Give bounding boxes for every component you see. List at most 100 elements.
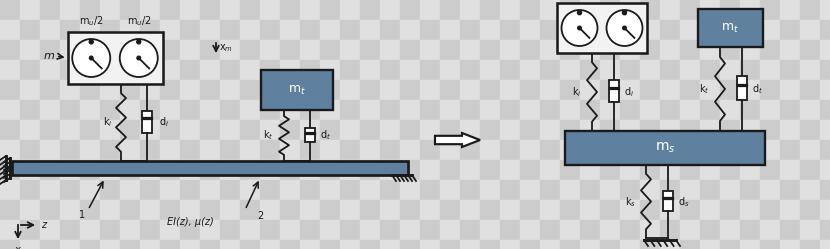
Bar [460, 240, 480, 249]
Bar [140, 120, 160, 140]
Bar [160, 60, 180, 80]
Bar [820, 140, 830, 160]
Bar [0, 20, 20, 40]
Bar [740, 100, 760, 120]
Bar [820, 20, 830, 40]
Bar [620, 80, 640, 100]
Bar [740, 80, 760, 100]
Bar [320, 240, 340, 249]
Circle shape [137, 56, 140, 60]
Bar [580, 100, 600, 120]
Bar [20, 60, 40, 80]
Text: d$_i$: d$_i$ [624, 85, 634, 99]
Bar [280, 240, 300, 249]
Bar [100, 200, 120, 220]
Bar [20, 20, 40, 40]
Bar [20, 40, 40, 60]
Bar [400, 120, 420, 140]
Bar [820, 180, 830, 200]
Bar [200, 160, 220, 180]
Circle shape [622, 11, 627, 15]
Bar [40, 60, 60, 80]
Bar [460, 80, 480, 100]
Bar [720, 80, 740, 100]
Bar [400, 220, 420, 240]
Bar [800, 160, 820, 180]
Bar [60, 40, 80, 60]
Bar [20, 140, 40, 160]
Bar [320, 60, 340, 80]
Bar [600, 100, 620, 120]
Bar [280, 0, 300, 20]
Bar [180, 20, 200, 40]
Bar [60, 140, 80, 160]
Bar [660, 220, 680, 240]
Bar [380, 40, 400, 60]
Bar [580, 120, 600, 140]
Bar [780, 240, 800, 249]
Bar [620, 240, 640, 249]
Bar [540, 40, 560, 60]
Bar [500, 40, 520, 60]
Bar [600, 40, 620, 60]
Bar [360, 200, 380, 220]
Bar [340, 240, 360, 249]
Bar [420, 80, 440, 100]
Bar [300, 220, 320, 240]
Bar [820, 220, 830, 240]
Bar [420, 120, 440, 140]
Bar [560, 240, 580, 249]
Bar [100, 220, 120, 240]
Bar [663, 190, 673, 211]
Bar [280, 60, 300, 80]
Bar [660, 160, 680, 180]
Bar [500, 80, 520, 100]
Bar [580, 60, 600, 80]
Bar [600, 180, 620, 200]
Text: k$_i$: k$_i$ [573, 85, 582, 99]
Bar [720, 180, 740, 200]
Bar [780, 160, 800, 180]
Bar [280, 140, 300, 160]
Bar [520, 160, 540, 180]
Bar [400, 40, 420, 60]
Bar [820, 80, 830, 100]
Bar [200, 220, 220, 240]
Bar [340, 180, 360, 200]
Circle shape [578, 11, 582, 15]
Bar [640, 60, 660, 80]
Bar [180, 200, 200, 220]
Bar [280, 160, 300, 180]
Bar [60, 100, 80, 120]
Bar [780, 0, 800, 20]
Bar [560, 60, 580, 80]
Bar [640, 160, 660, 180]
Bar [720, 120, 740, 140]
Bar [320, 0, 340, 20]
Bar [600, 220, 620, 240]
Bar [220, 240, 240, 249]
Bar [220, 180, 240, 200]
Bar [80, 0, 100, 20]
Bar [560, 80, 580, 100]
Bar [320, 100, 340, 120]
Bar [500, 240, 520, 249]
Bar [180, 100, 200, 120]
Bar [780, 40, 800, 60]
Bar [142, 111, 152, 132]
Bar [260, 80, 280, 100]
Bar [760, 240, 780, 249]
Bar [620, 40, 640, 60]
Bar [560, 200, 580, 220]
Bar [520, 80, 540, 100]
Bar [600, 0, 620, 20]
Bar [800, 20, 820, 40]
Bar [660, 240, 680, 249]
Bar [600, 240, 620, 249]
Bar [300, 40, 320, 60]
Bar [460, 40, 480, 60]
Bar [360, 60, 380, 80]
Bar [800, 140, 820, 160]
Bar [800, 200, 820, 220]
Bar [400, 100, 420, 120]
